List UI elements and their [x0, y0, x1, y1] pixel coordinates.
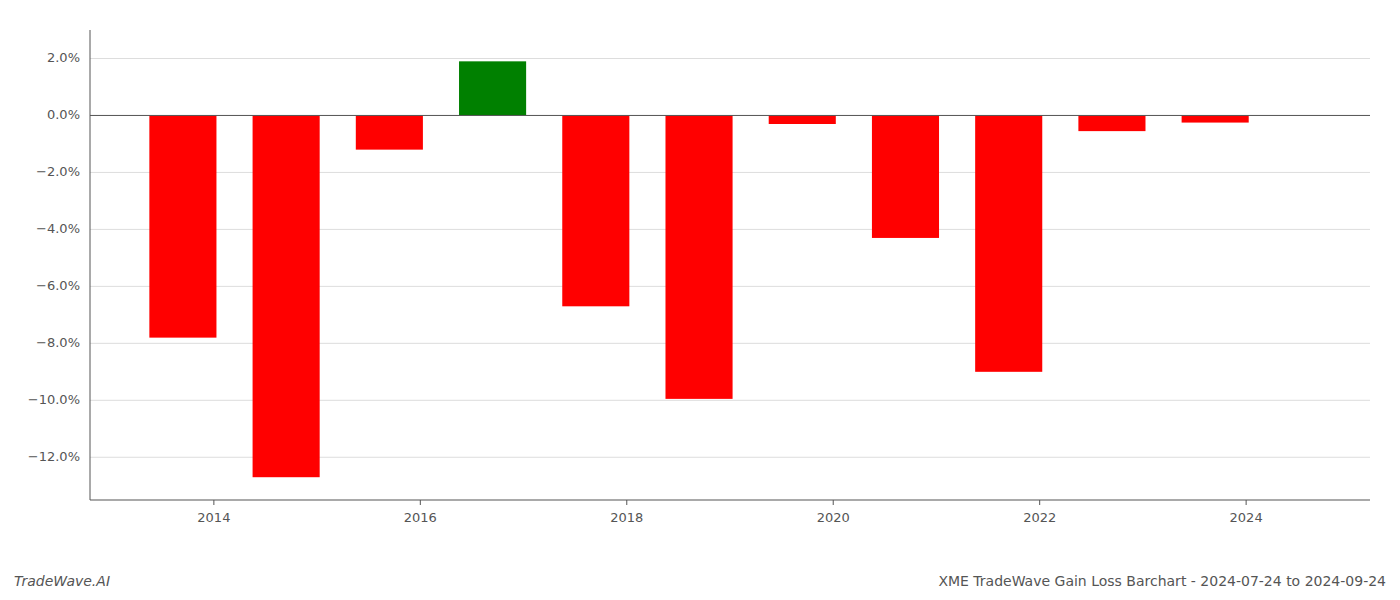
watermark: TradeWave.AI [14, 573, 110, 589]
x-tick-label: 2016 [404, 510, 437, 525]
y-tick-label: −12.0% [28, 449, 80, 464]
bars [149, 61, 1248, 477]
x-tick-label: 2014 [197, 510, 230, 525]
x-tick-label: 2024 [1230, 510, 1263, 525]
grid-line [90, 58, 1370, 59]
x-tick-label: 2018 [610, 510, 643, 525]
bar [872, 115, 939, 237]
y-tick-label: 2.0% [47, 50, 80, 65]
x-tick [1039, 500, 1040, 505]
x-tick [626, 500, 627, 505]
zero-line [90, 115, 1370, 116]
bar [1182, 115, 1249, 122]
y-tick-label: −4.0% [36, 221, 80, 236]
x-tick [1246, 500, 1247, 505]
x-tick-label: 2020 [817, 510, 850, 525]
bar [356, 115, 423, 149]
y-tick-label: −8.0% [36, 335, 80, 350]
y-tick-label: 0.0% [47, 107, 80, 122]
chart-svg: −12.0% −10.0% −8.0% −6.0% −4.0% −2.0% 0.0% 2.0%… [0, 0, 1400, 600]
x-tick [833, 500, 834, 505]
bar [665, 115, 732, 398]
y-tick-label: −6.0% [36, 278, 80, 293]
grid-line [90, 115, 1370, 116]
y-axis-line [90, 30, 91, 500]
chart-container: −12.0% −10.0% −8.0% −6.0% −4.0% −2.0% 0.0% 2.0%… [0, 0, 1400, 600]
x-tick-label: 2022 [1023, 510, 1056, 525]
x-tick-labels: 2014 2016 2018 2020 2022 2024 [197, 500, 1262, 525]
bar [769, 115, 836, 124]
bar [253, 115, 320, 477]
bar [562, 115, 629, 306]
x-tick [420, 500, 421, 505]
x-axis-line [90, 499, 1370, 500]
y-tick-label: −2.0% [36, 164, 80, 179]
x-tick [213, 500, 214, 505]
bar [459, 61, 526, 115]
bar [975, 115, 1042, 371]
y-tick-label: −10.0% [28, 392, 80, 407]
bar [149, 115, 216, 337]
y-tick-labels: −12.0% −10.0% −8.0% −6.0% −4.0% −2.0% 0.0% 2.0% [28, 50, 80, 464]
bar [1078, 115, 1145, 131]
chart-title: XME TradeWave Gain Loss Barchart - 2024-… [938, 573, 1386, 589]
